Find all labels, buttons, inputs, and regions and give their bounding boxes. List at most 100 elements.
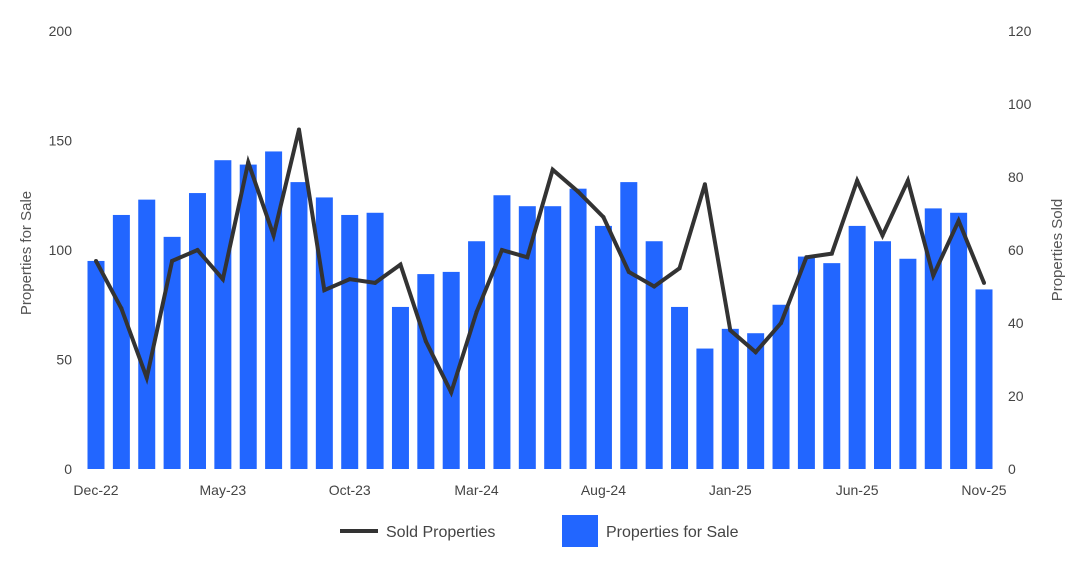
bar-may-25[interactable] <box>823 263 841 469</box>
sold-point-nov-25[interactable] <box>982 280 986 285</box>
sold-point-feb-23[interactable] <box>144 375 149 380</box>
left-tick-label: 50 <box>56 352 72 368</box>
bar-nov-23[interactable] <box>366 212 384 469</box>
sold-point-apr-23[interactable] <box>195 248 200 252</box>
sold-point-jul-25[interactable] <box>880 233 885 238</box>
sold-point-nov-23[interactable] <box>373 280 378 285</box>
legend-item-sold-properties[interactable]: Sold Properties <box>340 524 495 541</box>
sold-point-aug-24[interactable] <box>601 215 606 220</box>
bar-jun-24[interactable] <box>544 206 562 469</box>
bar-may-23[interactable] <box>214 160 232 469</box>
x-tick-label: Aug-24 <box>581 482 626 498</box>
sold-point-jul-23[interactable] <box>271 233 276 238</box>
left-tick-label: 0 <box>64 461 72 477</box>
sold-point-may-25[interactable] <box>829 251 834 256</box>
bar-apr-23[interactable] <box>188 193 206 469</box>
right-tick-label: 0 <box>1008 461 1016 477</box>
sold-point-dec-23[interactable] <box>398 262 403 267</box>
bar-feb-23[interactable] <box>138 199 156 469</box>
sold-point-dec-24[interactable] <box>702 182 707 187</box>
sold-point-mar-24[interactable] <box>474 310 479 315</box>
bar-jan-25[interactable] <box>721 328 739 469</box>
sold-point-sep-24[interactable] <box>626 269 631 274</box>
legend-box-marker <box>562 515 598 547</box>
right-tick-label: 20 <box>1008 388 1024 404</box>
sold-point-jun-23[interactable] <box>246 160 251 165</box>
bar-sep-24[interactable] <box>620 182 638 470</box>
legend-label-sold-properties: Sold Properties <box>386 524 495 541</box>
bar-aug-24[interactable] <box>594 225 612 469</box>
legend-item-properties-for-sale[interactable]: Properties for Sale <box>562 515 739 547</box>
sold-point-aug-23[interactable] <box>296 127 301 132</box>
sold-point-jan-23[interactable] <box>119 306 124 311</box>
sold-point-may-23[interactable] <box>220 277 225 282</box>
x-tick-label: Jan-25 <box>709 482 752 498</box>
bar-oct-25[interactable] <box>950 212 968 469</box>
x-tick-label: Dec-22 <box>73 482 118 498</box>
bar-jun-25[interactable] <box>848 225 866 469</box>
x-tick-label: May-23 <box>200 482 247 498</box>
bar-feb-24[interactable] <box>442 271 460 469</box>
bar-jan-24[interactable] <box>417 274 435 469</box>
sold-point-nov-24[interactable] <box>677 266 682 271</box>
sold-point-mar-25[interactable] <box>779 321 784 325</box>
bar-jun-23[interactable] <box>239 164 257 469</box>
bar-oct-23[interactable] <box>341 214 359 469</box>
sold-point-mar-23[interactable] <box>170 258 175 263</box>
sold-point-oct-24[interactable] <box>652 284 657 289</box>
sold-point-jun-25[interactable] <box>855 178 860 183</box>
bar-feb-25[interactable] <box>747 333 765 469</box>
bar-sep-23[interactable] <box>315 197 333 469</box>
right-axis-ticks: 0 20 40 60 80 100 120 <box>1008 23 1032 477</box>
bar-dec-24[interactable] <box>696 348 714 469</box>
sold-point-apr-24[interactable] <box>499 248 504 252</box>
bar-jul-23[interactable] <box>265 151 283 469</box>
left-tick-label: 200 <box>49 23 73 39</box>
bar-jan-23[interactable] <box>112 214 130 469</box>
sold-point-sep-25[interactable] <box>931 273 936 278</box>
right-tick-label: 60 <box>1008 242 1024 258</box>
bar-jul-25[interactable] <box>874 241 892 469</box>
bar-sep-25[interactable] <box>924 208 942 469</box>
right-tick-label: 100 <box>1008 96 1032 112</box>
sold-point-aug-25[interactable] <box>905 178 910 183</box>
bar-jul-24[interactable] <box>569 188 587 469</box>
sold-point-jan-24[interactable] <box>423 339 428 344</box>
x-tick-label: Mar-24 <box>454 482 499 498</box>
bar-nov-25[interactable] <box>975 289 993 469</box>
sold-point-jul-24[interactable] <box>576 189 581 194</box>
sold-properties-line[interactable] <box>94 129 986 398</box>
sold-point-dec-22[interactable] <box>94 258 98 263</box>
bar-oct-24[interactable] <box>645 241 663 469</box>
bar-aug-23[interactable] <box>290 182 308 470</box>
sold-point-feb-24[interactable] <box>449 390 454 395</box>
bar-mar-25[interactable] <box>772 304 790 469</box>
bar-nov-24[interactable] <box>671 306 689 469</box>
sold-point-may-24[interactable] <box>525 255 530 260</box>
legend: Sold Properties Properties for Sale <box>340 515 739 547</box>
bar-may-24[interactable] <box>518 206 536 469</box>
bar-dec-23[interactable] <box>391 306 409 469</box>
right-tick-label: 40 <box>1008 315 1024 331</box>
bar-aug-25[interactable] <box>899 258 917 469</box>
sold-point-apr-25[interactable] <box>804 255 809 260</box>
x-axis-ticks: Dec-22 May-23 Oct-23 Mar-24 Aug-24 Jan-25 Jun-… <box>73 482 1006 498</box>
bar-mar-23[interactable] <box>163 236 181 469</box>
sold-point-sep-23[interactable] <box>322 288 327 293</box>
bar-apr-24[interactable] <box>493 195 511 469</box>
sold-point-jun-24[interactable] <box>550 167 555 172</box>
bar-mar-24[interactable] <box>468 241 486 469</box>
bar-dec-22[interactable] <box>87 260 105 469</box>
legend-label-properties-for-sale: Properties for Sale <box>606 524 739 541</box>
sold-point-oct-25[interactable] <box>956 218 961 223</box>
sold-point-feb-25[interactable] <box>753 350 758 355</box>
sold-point-oct-23[interactable] <box>347 277 352 282</box>
left-axis-ticks: 0 50 100 150 200 <box>49 23 73 477</box>
sold-point-jan-25[interactable] <box>728 328 733 333</box>
right-tick-label: 120 <box>1008 23 1032 39</box>
bar-apr-25[interactable] <box>797 256 815 469</box>
axis-layer: 0 50 100 150 200 0 20 40 60 80 100 120 Dec-22 May-2… <box>18 23 1066 498</box>
right-axis-title: Properties Sold <box>1049 199 1066 302</box>
right-tick-label: 80 <box>1008 169 1024 185</box>
